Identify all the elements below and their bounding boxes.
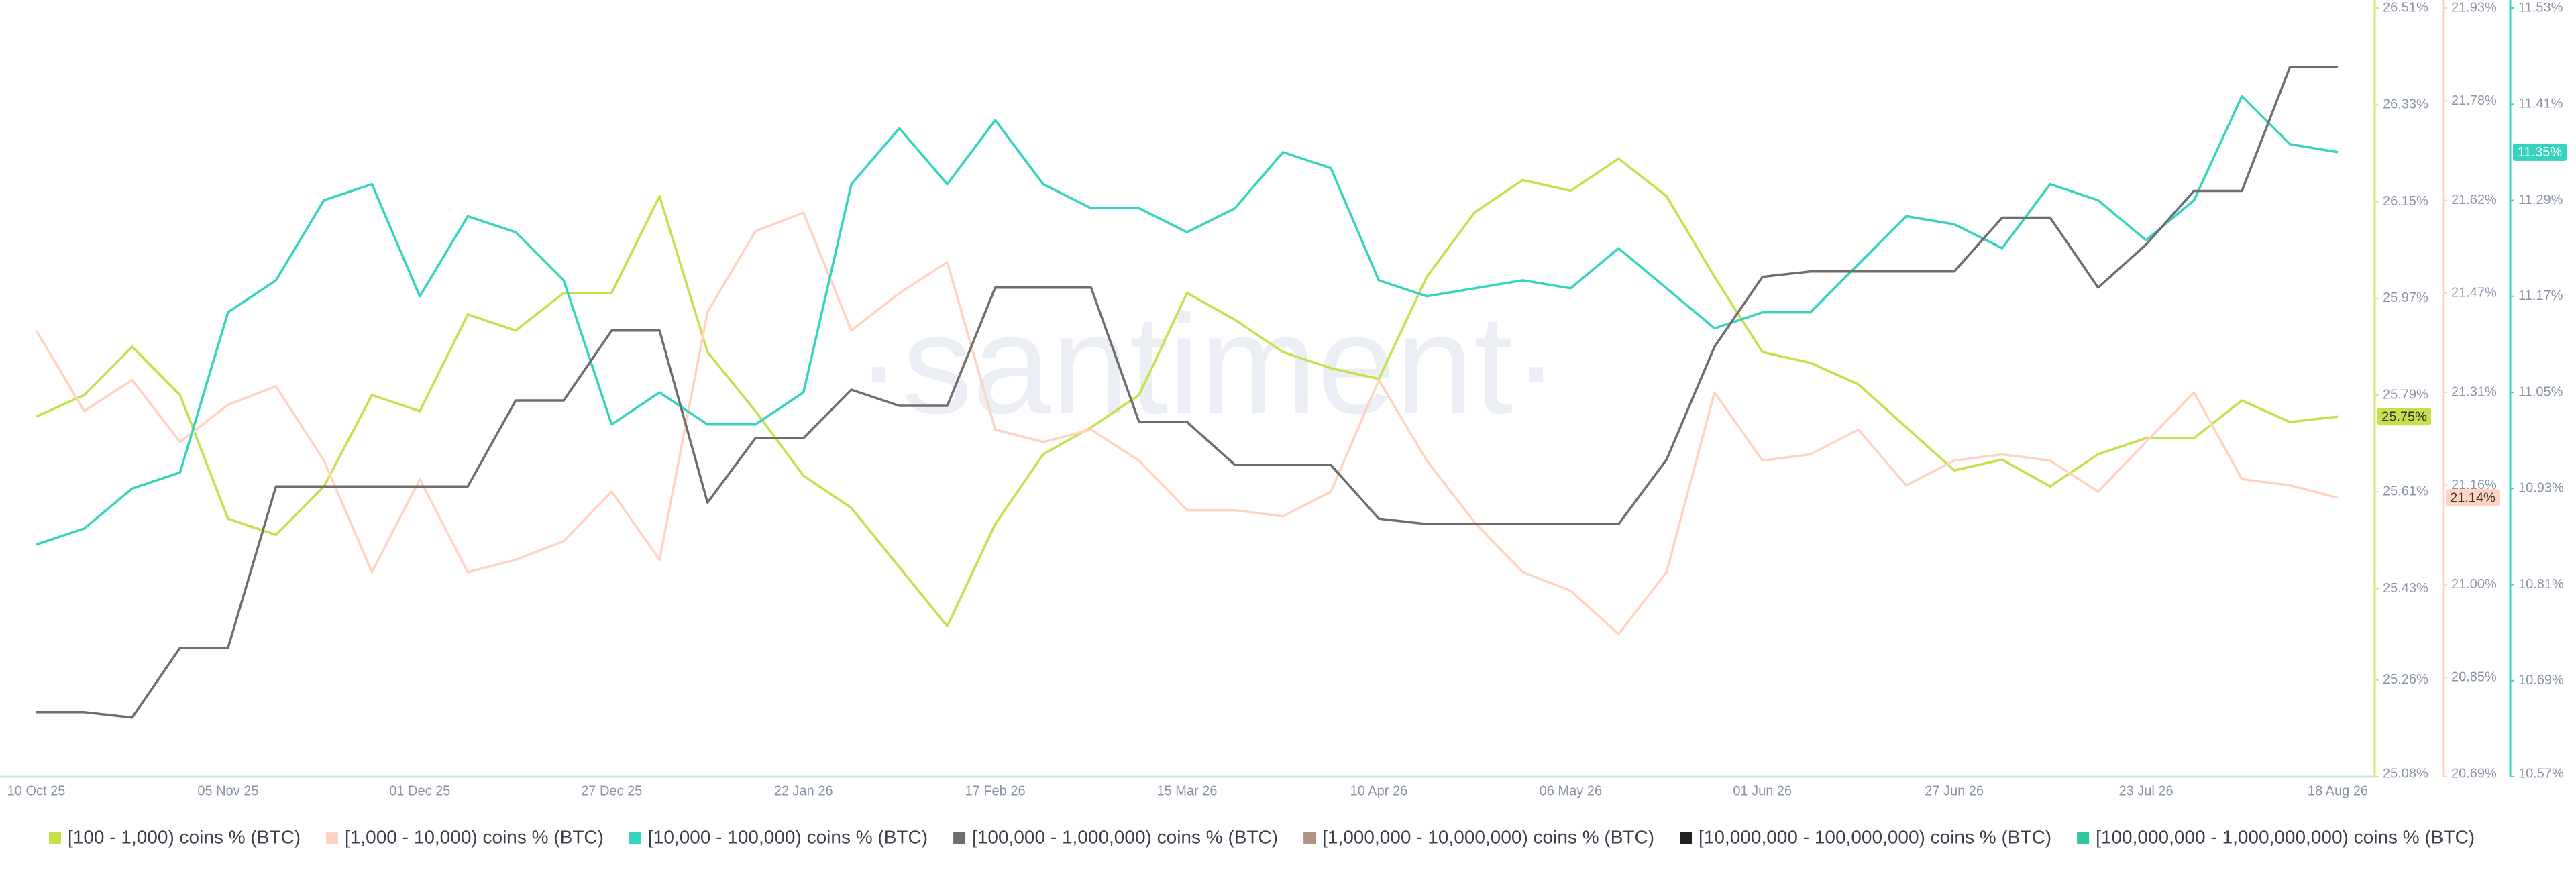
value-badge-label: 25.75%: [2381, 409, 2427, 424]
y-tick-label: 26.33%: [2383, 97, 2428, 112]
value-badge: [2377, 408, 2431, 426]
x-tick-label: 27 Jun 26: [1925, 783, 1984, 798]
y3-tick-label: 11.17%: [2518, 288, 2563, 303]
y-tick-label: 25.43%: [2383, 581, 2428, 596]
x-tick-label: 18 Aug 26: [2308, 783, 2368, 798]
y-tick-label: 25.97%: [2383, 290, 2428, 305]
legend-label: [1,000 - 10,000) coins % (BTC): [345, 826, 604, 847]
x-tick-label: 27 Dec 25: [581, 783, 642, 798]
x-tick-label: 05 Nov 25: [197, 783, 258, 798]
y2-tick-label: 21.31%: [2451, 384, 2497, 399]
legend-swatch: [2077, 832, 2090, 844]
legend-label: [1,000,000 - 10,000,000) coins % (BTC): [1322, 826, 1654, 847]
y2-tick-label: 21.00%: [2451, 577, 2497, 592]
y3-tick-label: 10.81%: [2518, 577, 2564, 592]
x-tick-label: 01 Jun 26: [1733, 783, 1792, 798]
series-line: [36, 95, 2339, 546]
y2-tick-label: 21.47%: [2451, 285, 2497, 300]
legend-swatch: [326, 832, 339, 844]
y-tick-label: 25.26%: [2383, 672, 2428, 687]
y2-tick-label: 20.69%: [2451, 766, 2497, 781]
x-tick-label: 10 Oct 25: [7, 783, 66, 798]
y2-tick-label: 21.62%: [2451, 193, 2497, 207]
legend-swatch: [629, 832, 641, 844]
legend-item: [10,000,000 - 100,000,000) coins % (BTC): [1680, 826, 2051, 847]
y3-tick-label: 11.41%: [2518, 97, 2563, 111]
x-tick-label: 17 Feb 26: [965, 783, 1026, 798]
series-line: [35, 211, 2339, 636]
y2-tick-label: 21.16%: [2451, 478, 2497, 492]
y-tick-label: 25.79%: [2383, 387, 2428, 402]
x-tick-label: 06 May 26: [1540, 783, 1602, 798]
y3-tick-label: 11.05%: [2518, 384, 2563, 399]
x-tick-label: 01 Dec 25: [389, 783, 450, 798]
watermark: ·santiment·: [855, 285, 1560, 443]
x-tick-label: 15 Mar 26: [1157, 783, 1217, 798]
legend-label: [100,000 - 1,000,000) coins % (BTC): [972, 826, 1278, 847]
y2-tick-label: 21.93%: [2451, 0, 2497, 15]
y3-tick-label: 10.57%: [2518, 766, 2564, 781]
y3-tick-label: 10.93%: [2518, 481, 2564, 496]
series-line: [36, 157, 2339, 628]
legend-label: [100,000,000 - 1,000,000,000) coins % (B…: [2096, 826, 2475, 847]
y3-tick-label: 10.69%: [2518, 673, 2564, 688]
legend-swatch: [1680, 832, 1693, 844]
y3-tick-label: 11.53%: [2518, 0, 2563, 15]
x-tick-label: 23 Jul 26: [2118, 783, 2173, 798]
y-tick-label: 26.51%: [2383, 0, 2428, 15]
legend-swatch: [1303, 832, 1316, 844]
legend-item: [100 - 1,000) coins % (BTC): [49, 826, 301, 847]
x-tick-label: 10 Apr 26: [1350, 783, 1408, 798]
x-tick-label: 22 Jan 26: [774, 783, 833, 798]
legend-label: [10,000,000 - 100,000,000) coins % (BTC): [1699, 826, 2051, 847]
legend-item: [100,000 - 1,000,000) coins % (BTC): [953, 826, 1278, 847]
legend-swatch: [953, 832, 966, 844]
y-tick-label: 25.61%: [2383, 484, 2428, 499]
value-badge-label: 11.35%: [2518, 145, 2563, 160]
legend-label: [10,000 - 100,000) coins % (BTC): [648, 826, 928, 847]
legend-item: [1,000 - 10,000) coins % (BTC): [326, 826, 604, 847]
legend-swatch: [49, 832, 61, 844]
legend-item: [10,000 - 100,000) coins % (BTC): [629, 826, 928, 847]
value-badge-label: 21.14%: [2450, 490, 2496, 505]
legend-item: [1,000,000 - 10,000,000) coins % (BTC): [1303, 826, 1654, 847]
value-badge: [2513, 143, 2567, 161]
value-badge: [2446, 489, 2500, 507]
legend-item: [100,000,000 - 1,000,000,000) coins % (B…: [2077, 826, 2475, 847]
legend-label: [100 - 1,000) coins % (BTC): [68, 826, 301, 847]
y-tick-label: 25.08%: [2383, 766, 2428, 781]
y2-tick-label: 20.85%: [2451, 669, 2497, 684]
y2-tick-label: 21.78%: [2451, 93, 2497, 108]
y-tick-label: 26.15%: [2383, 194, 2428, 209]
series-line: [36, 66, 2338, 719]
y3-tick-label: 11.29%: [2518, 193, 2563, 207]
